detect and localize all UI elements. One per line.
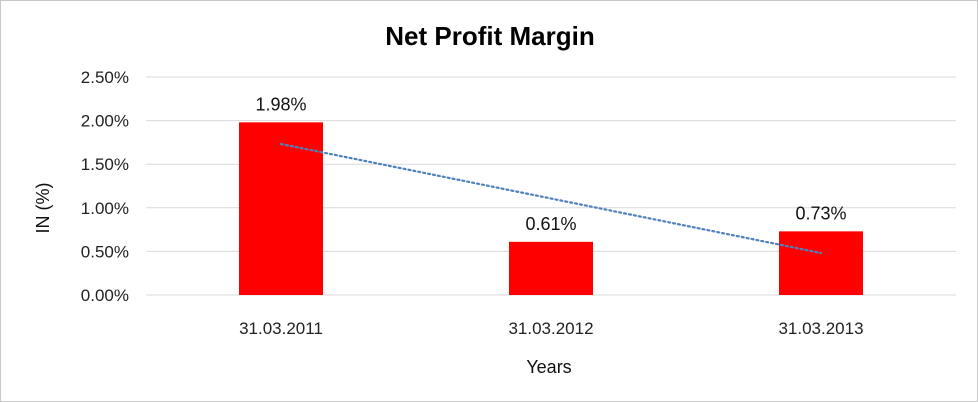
bar xyxy=(239,122,323,296)
bar xyxy=(779,231,863,295)
chart-title: Net Profit Margin xyxy=(385,21,594,51)
trendline xyxy=(279,142,823,255)
data-label: 1.98% xyxy=(255,94,306,114)
y-tick-label: 0.00% xyxy=(81,286,129,305)
y-axis-ticks: 0.00% 0.50% 1.00% 1.50% 2.00% 2.50% xyxy=(81,68,129,305)
x-axis-title: Years xyxy=(526,357,571,377)
x-tick-label: 31.03.2011 xyxy=(239,319,323,338)
data-label: 0.73% xyxy=(795,203,846,223)
y-tick-label: 2.00% xyxy=(81,112,129,131)
y-tick-label: 0.50% xyxy=(81,242,129,261)
y-axis-title: IN (%) xyxy=(33,183,53,234)
data-labels: 1.98% 0.61% 0.73% xyxy=(255,94,846,233)
trendline-layer xyxy=(279,142,823,255)
data-label: 0.61% xyxy=(525,214,576,234)
bars xyxy=(239,122,863,296)
y-tick-label: 1.50% xyxy=(81,155,129,174)
x-tick-label: 31.03.2013 xyxy=(778,319,863,338)
x-axis-ticks: 31.03.2011 31.03.2012 31.03.2013 xyxy=(239,319,863,338)
y-tick-label: 1.00% xyxy=(81,199,129,218)
x-tick-label: 31.03.2012 xyxy=(508,319,593,338)
y-tick-label: 2.50% xyxy=(81,68,129,87)
bar xyxy=(509,241,593,295)
